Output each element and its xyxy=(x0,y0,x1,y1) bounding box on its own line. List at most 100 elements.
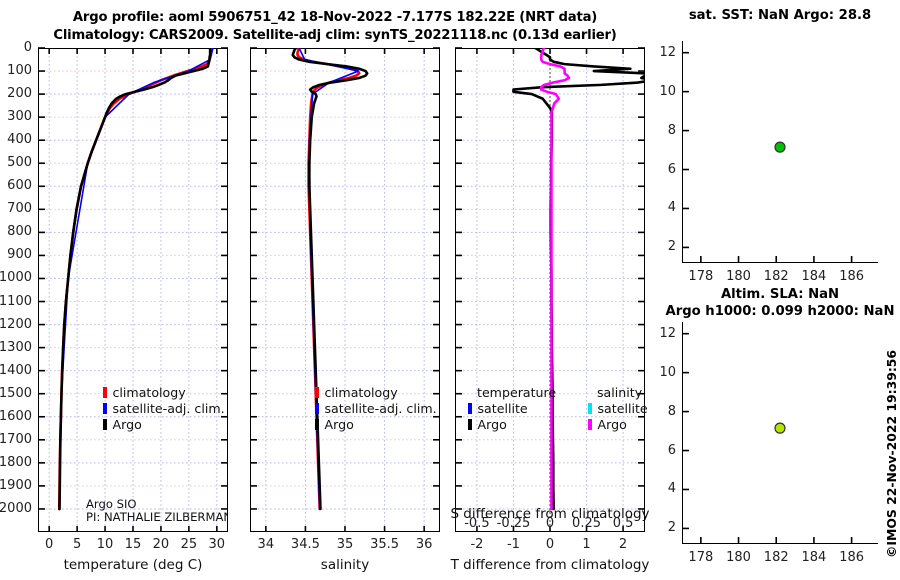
y-tick-label: 100 xyxy=(7,63,32,79)
x-tick-label: -2 xyxy=(470,537,484,552)
legend-label: satellite-adj. clim. xyxy=(324,400,437,416)
x-tick-label: 180 xyxy=(726,269,751,284)
page-title-line2: Climatology: CARS2009. Satellite-adj cli… xyxy=(53,28,617,43)
y-tick-label: 1800 xyxy=(0,454,32,470)
legend-color-swatch-icon xyxy=(315,402,319,414)
y-tick-label: 8 xyxy=(667,122,676,138)
x-tick-label: 36 xyxy=(415,537,433,552)
y-tick-label: 900 xyxy=(7,247,32,263)
x-tick-label-top: 0 xyxy=(545,516,555,531)
y-tick-label: 1700 xyxy=(0,431,32,447)
legend-color-swatch-icon xyxy=(103,386,107,398)
x-tick-label-top: 0.25 xyxy=(572,516,601,531)
x-tick-label: 5 xyxy=(72,537,82,552)
y-tick-label: 2 xyxy=(667,520,676,536)
y-tick-label: 8 xyxy=(667,403,676,419)
legend-color-swatch-icon xyxy=(315,386,319,398)
legend-label: Argo xyxy=(324,416,354,432)
argo-annotation: Argo SIO PI: NATHALIE ZILBERMAN, DE xyxy=(86,497,228,525)
t-difference-axis-label: T difference from climatology xyxy=(450,557,650,573)
x-tick-label: 35 xyxy=(336,537,354,552)
x-tick-label: 34.5 xyxy=(290,537,320,552)
temperature-axis-label: temperature (deg C) xyxy=(63,557,203,573)
y-tick-label: 400 xyxy=(7,132,32,148)
y-tick-label: 2000 xyxy=(0,500,32,516)
y-tick-label: 1400 xyxy=(0,362,32,378)
x-tick-label: 178 xyxy=(688,550,714,565)
y-tick-label: 500 xyxy=(7,155,32,171)
salinity-axis-label: salinity xyxy=(320,557,370,573)
legend-heading-salinity: salinity xyxy=(597,384,643,400)
difference-temperature-legend: temperature satellite Argo xyxy=(468,384,556,432)
y-tick-label: 200 xyxy=(7,86,32,102)
x-tick-label: 178 xyxy=(688,269,714,284)
x-tick-label: 1 xyxy=(582,537,591,552)
y-tick-label: 12 xyxy=(659,325,676,341)
y-tick-label: 4 xyxy=(667,481,676,497)
y-tick-label: 1000 xyxy=(0,270,32,286)
y-tick-label: 1500 xyxy=(0,385,32,401)
legend-entry: satellite xyxy=(588,400,648,416)
y-tick-label: 2 xyxy=(667,239,676,255)
y-tick-label: 6 xyxy=(667,161,676,177)
legend-label: satellite xyxy=(477,400,528,416)
legend-color-swatch-icon xyxy=(315,418,319,430)
x-tick-label-top: 0.5 xyxy=(612,516,634,531)
legend-entry: climatology xyxy=(103,384,225,400)
x-tick-label: 186 xyxy=(839,550,865,565)
temperature-legend: climatology satellite-adj. clim. Argo xyxy=(103,384,225,432)
legend-label: climatology xyxy=(112,384,186,400)
x-tick-label: 20 xyxy=(152,537,170,552)
sst-panel-header: sat. SST: NaN Argo: 28.8 xyxy=(688,8,872,23)
x-tick-label: 2 xyxy=(618,537,628,552)
legend-label: Argo xyxy=(477,416,507,432)
argo-annotation-line2: PI: NATHALIE ZILBERMAN, DE xyxy=(86,510,228,524)
x-tick-label: 35.5 xyxy=(370,537,400,552)
legend-color-swatch-icon xyxy=(468,418,472,430)
x-tick-label: 0 xyxy=(545,537,555,552)
s-difference-axis-label: S difference from climatology xyxy=(450,506,650,522)
y-tick-label: 1100 xyxy=(0,293,32,309)
y-tick-label: 10 xyxy=(659,364,676,380)
x-tick-label: 25 xyxy=(180,537,198,552)
legend-label: Argo xyxy=(597,416,627,432)
legend-label: satellite xyxy=(597,400,648,416)
salinity-legend: climatology satellite-adj. clim. Argo xyxy=(315,384,437,432)
sla-panel-header-line2: Argo h1000: 0.099 h2000: NaN xyxy=(665,304,895,319)
argo-annotation-line1: Argo SIO xyxy=(86,497,137,511)
x-tick-label: 182 xyxy=(763,550,789,565)
page-title-line1: Argo profile: aoml 5906751_42 18-Nov-202… xyxy=(72,10,598,25)
sla-panel-header-line1: Altim. SLA: NaN xyxy=(720,287,840,302)
legend-entry: climatology xyxy=(315,384,437,400)
x-tick-label: 34 xyxy=(257,537,275,552)
legend-label: satellite-adj. clim. xyxy=(112,400,225,416)
x-tick-label: 30 xyxy=(208,537,226,552)
sla-map-panel xyxy=(682,322,878,544)
y-tick-label: 300 xyxy=(7,109,32,125)
x-tick-label: 184 xyxy=(801,269,827,284)
x-tick-label-top: -0.5 xyxy=(464,516,490,531)
x-tick-label: 186 xyxy=(839,269,865,284)
x-tick-label: 0 xyxy=(45,537,54,552)
y-tick-label: 1300 xyxy=(0,339,32,355)
x-tick-label: 15 xyxy=(124,537,142,552)
x-tick-label: 10 xyxy=(96,537,114,552)
x-tick-label: 182 xyxy=(763,269,789,284)
y-tick-label: 600 xyxy=(7,178,32,194)
legend-label: climatology xyxy=(324,384,398,400)
legend-label: Argo xyxy=(112,416,142,432)
legend-color-swatch-icon xyxy=(588,418,592,430)
x-tick-label-top: -0.25 xyxy=(496,516,531,531)
y-tick-label: 1200 xyxy=(0,316,32,332)
y-tick-label: 12 xyxy=(659,44,676,60)
x-tick-label: 184 xyxy=(801,550,827,565)
y-tick-label: 10 xyxy=(659,83,676,99)
y-tick-label: 1900 xyxy=(0,477,32,493)
legend-color-swatch-icon xyxy=(103,402,107,414)
legend-entry: Argo xyxy=(468,416,556,432)
